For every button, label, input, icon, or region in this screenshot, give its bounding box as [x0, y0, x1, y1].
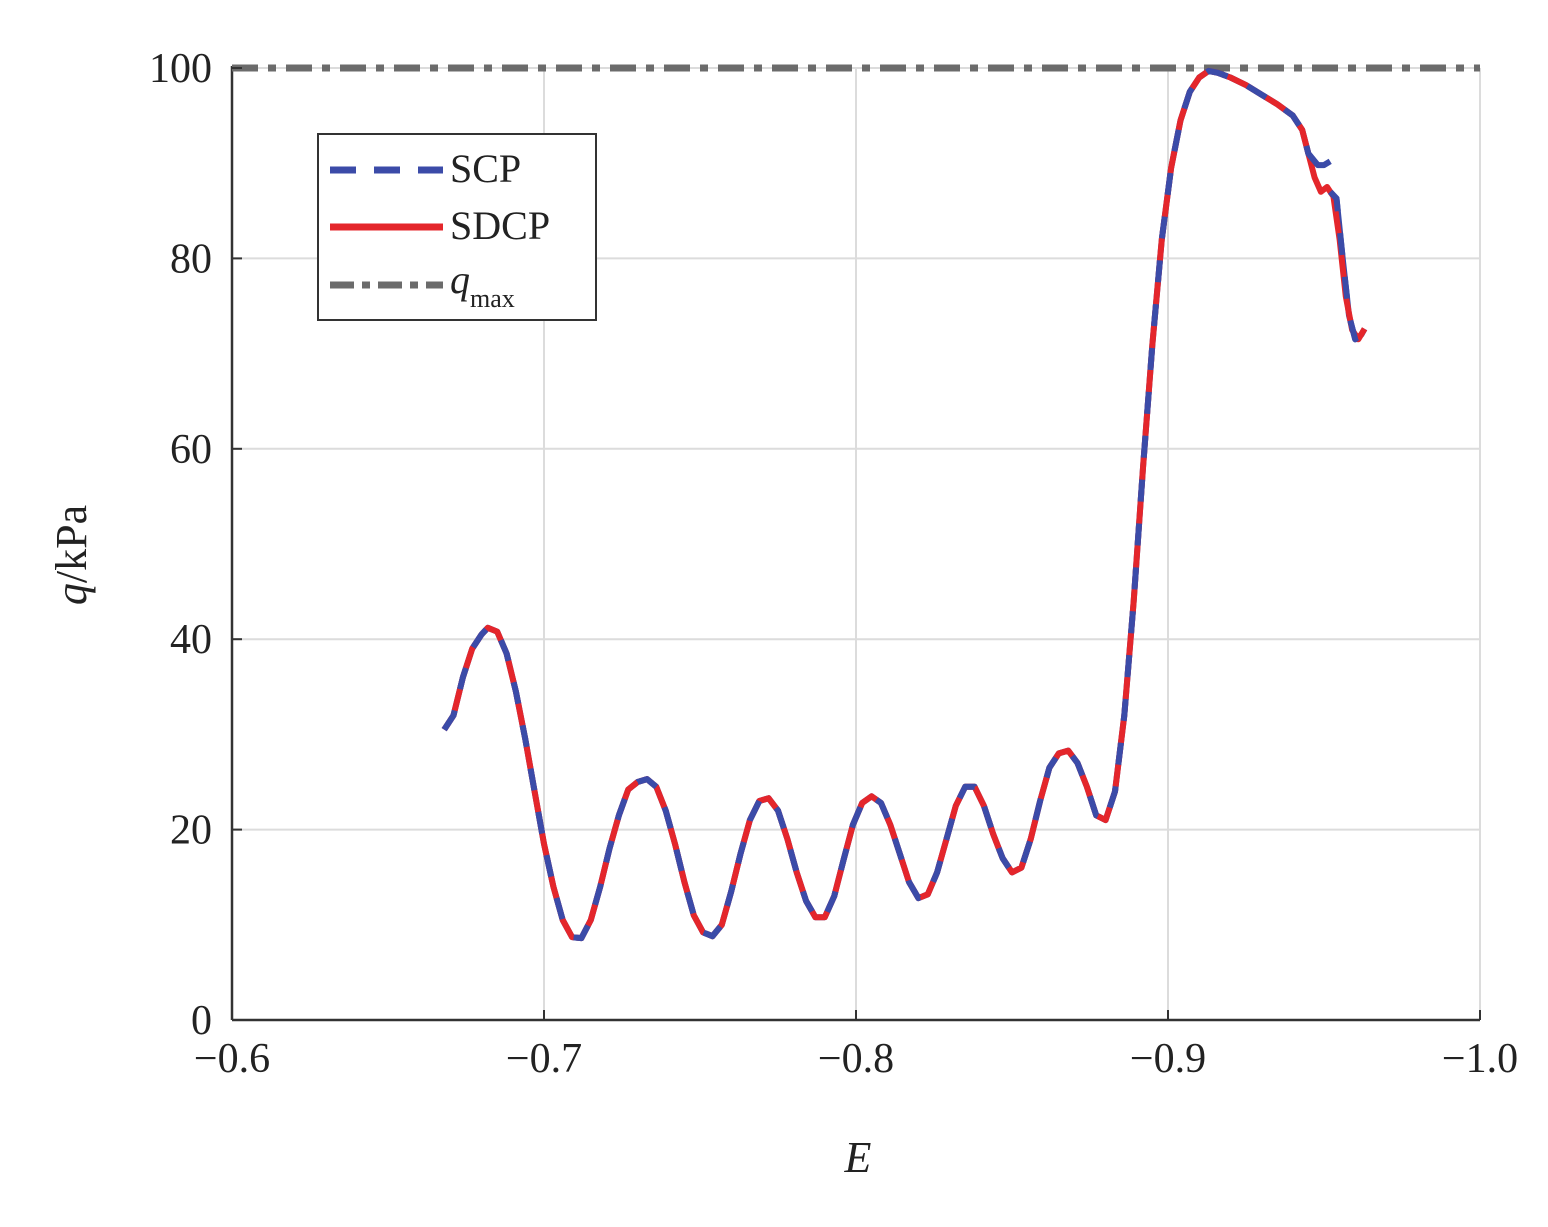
y-tick-label: 100: [149, 46, 212, 92]
y-tick-label: 40: [170, 617, 212, 663]
y-tick-label: 20: [170, 808, 212, 854]
y-tick-label: 0: [191, 998, 212, 1044]
x-tick-label: −0.7: [506, 1036, 582, 1082]
y-axis-label: q: [47, 583, 96, 605]
legend-label-sdcp: SDCP: [450, 203, 550, 248]
y-axis-unit: /kPa: [47, 505, 96, 583]
svg-text:q/kPa: q/kPa: [47, 505, 96, 605]
x-tick-label: −1.0: [1442, 1036, 1518, 1082]
ticks-layer: −0.6 −0.7 −0.8 −0.9 −1.0 0 20 40 60 80 100: [149, 46, 1518, 1082]
legend: SCP SDCP qmax: [317, 133, 597, 321]
legend-label-scp: SCP: [450, 146, 521, 191]
x-axis-label: E: [844, 1133, 872, 1182]
y-tick-label: 80: [170, 236, 212, 282]
y-tick-label: 60: [170, 427, 212, 473]
x-tick-label: −0.6: [194, 1036, 270, 1082]
series-scp-tail: [1328, 189, 1368, 343]
x-tick-label: −0.8: [818, 1036, 894, 1082]
series-layer: [232, 64, 1480, 942]
legend-label-qmax-sub: max: [470, 284, 515, 313]
series-scp-line: [441, 67, 1332, 942]
y-axis-label-group: q/kPa: [47, 505, 96, 605]
x-tick-label: −0.9: [1130, 1036, 1206, 1082]
legend-label-qmax-main: q: [450, 257, 470, 302]
legend-label-qmax: qmax: [450, 257, 515, 313]
